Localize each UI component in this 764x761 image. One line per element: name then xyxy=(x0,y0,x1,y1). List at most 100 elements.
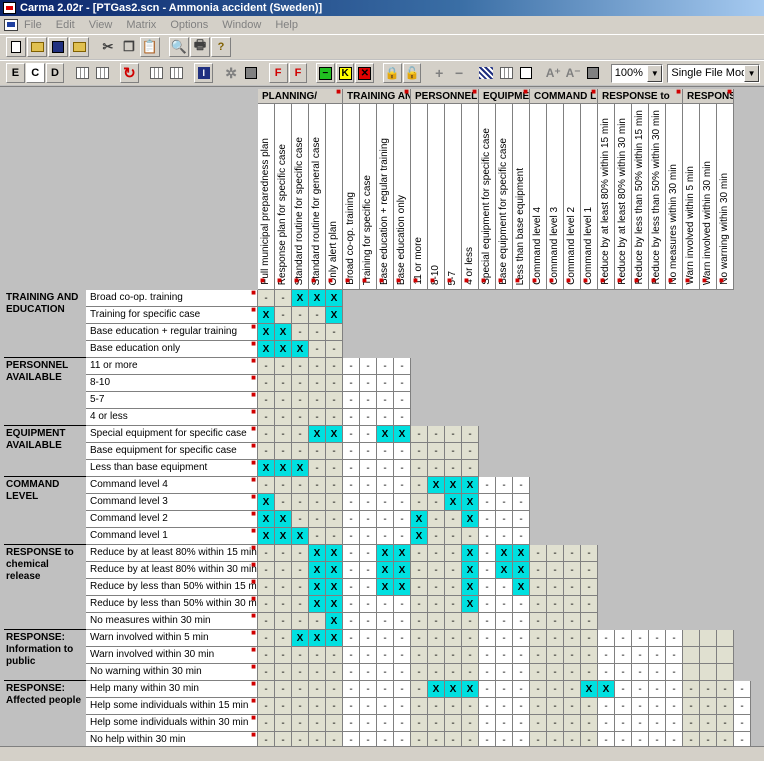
matrix-cell[interactable] xyxy=(615,715,632,732)
matrix-cell[interactable] xyxy=(275,630,292,647)
menu-view[interactable]: View xyxy=(88,19,113,31)
matrix-cell[interactable] xyxy=(275,494,292,511)
matrix-cell[interactable]: X xyxy=(258,341,275,358)
matrix-cell[interactable] xyxy=(547,664,564,681)
matrix-cell[interactable] xyxy=(564,647,581,664)
pattern-button[interactable] xyxy=(476,63,496,83)
matrix-cell[interactable] xyxy=(309,511,326,528)
green-button[interactable]: − xyxy=(315,63,335,83)
matrix-cell[interactable] xyxy=(445,613,462,630)
column-header[interactable]: Reduce by at least 80% within 15 min ■ xyxy=(598,104,615,290)
matrix-cell[interactable] xyxy=(547,681,564,698)
matrix-cell[interactable] xyxy=(445,579,462,596)
column-header[interactable]: Command level 3 ■ xyxy=(547,104,564,290)
matrix-cell[interactable] xyxy=(309,494,326,511)
matrix-cell[interactable] xyxy=(479,596,496,613)
grid-button-3[interactable] xyxy=(147,63,167,83)
matrix-cell[interactable] xyxy=(479,511,496,528)
matrix-cell[interactable] xyxy=(377,596,394,613)
column-header[interactable]: No measures within 30 min ■ xyxy=(666,104,683,290)
matrix-cell[interactable]: X xyxy=(462,562,479,579)
matrix-cell[interactable] xyxy=(258,477,275,494)
column-header[interactable]: Command level 2 ■ xyxy=(564,104,581,290)
matrix-cell[interactable] xyxy=(258,579,275,596)
matrix-cell[interactable] xyxy=(275,443,292,460)
zoom-select[interactable]: 100% ▼ xyxy=(610,63,664,83)
matrix-cell[interactable] xyxy=(258,613,275,630)
matrix-cell[interactable] xyxy=(275,681,292,698)
matrix-cell[interactable] xyxy=(360,511,377,528)
matrix-cell[interactable] xyxy=(343,630,360,647)
row-label[interactable]: Command level 4 ■ xyxy=(86,477,258,494)
matrix-cell[interactable] xyxy=(394,528,411,545)
row-label[interactable]: Help many within 30 min ■ xyxy=(86,681,258,698)
matrix-cell[interactable]: X xyxy=(462,579,479,596)
matrix-cell[interactable] xyxy=(564,613,581,630)
matrix-cell[interactable]: X xyxy=(377,579,394,596)
row-label[interactable]: Reduce by less than 50% within 15 min ■ xyxy=(86,579,258,596)
matrix-cell[interactable]: X xyxy=(394,579,411,596)
matrix-cell[interactable] xyxy=(258,358,275,375)
menu-matrix[interactable]: Matrix xyxy=(126,19,157,31)
matrix-cell[interactable]: X xyxy=(309,426,326,443)
matrix-cell[interactable] xyxy=(326,664,343,681)
row-label[interactable]: Reduce by at least 80% within 15 min ■ xyxy=(86,545,258,562)
matrix-cell[interactable] xyxy=(377,698,394,715)
matrix-cell[interactable] xyxy=(428,596,445,613)
column-header[interactable]: Less than base equipment ■ xyxy=(513,104,530,290)
matrix-cell[interactable] xyxy=(326,681,343,698)
matrix-cell[interactable] xyxy=(411,698,428,715)
matrix-cell[interactable] xyxy=(428,511,445,528)
matrix-cell[interactable] xyxy=(360,647,377,664)
print-preview-button[interactable]: 🔍 xyxy=(169,37,189,57)
column-header[interactable]: Reduce by at least 80% within 30 min ■ xyxy=(615,104,632,290)
matrix-cell[interactable] xyxy=(513,715,530,732)
matrix-cell[interactable] xyxy=(462,647,479,664)
matrix-cell[interactable] xyxy=(292,664,309,681)
matrix-cell[interactable] xyxy=(615,647,632,664)
column-header[interactable]: Response plan for specific case ■ xyxy=(275,104,292,290)
matrix-cell[interactable] xyxy=(326,460,343,477)
matrix-cell[interactable] xyxy=(258,290,275,307)
column-group-header[interactable]: COMMAND L ■ xyxy=(530,89,598,104)
matrix-cell[interactable]: X xyxy=(462,477,479,494)
matrix-cell[interactable] xyxy=(309,307,326,324)
matrix-cell[interactable] xyxy=(275,409,292,426)
gray-box-button[interactable] xyxy=(583,63,603,83)
matrix-cell[interactable] xyxy=(445,545,462,562)
matrix-cell[interactable] xyxy=(309,409,326,426)
matrix-cell[interactable]: X xyxy=(411,511,428,528)
matrix-cell[interactable] xyxy=(530,596,547,613)
matrix-cell[interactable] xyxy=(326,528,343,545)
menu-window[interactable]: Window xyxy=(222,19,262,31)
matrix-cell[interactable] xyxy=(309,715,326,732)
matrix-cell[interactable] xyxy=(598,630,615,647)
grid-button-2[interactable] xyxy=(92,63,112,83)
matrix-cell[interactable] xyxy=(513,647,530,664)
matrix-cell[interactable] xyxy=(462,613,479,630)
matrix-cell[interactable] xyxy=(292,698,309,715)
matrix-cell[interactable] xyxy=(343,613,360,630)
asterisk-button[interactable]: ✲ xyxy=(221,63,241,83)
matrix-cell[interactable] xyxy=(275,392,292,409)
matrix-cell[interactable] xyxy=(394,494,411,511)
matrix-cell[interactable] xyxy=(360,698,377,715)
matrix-cell[interactable] xyxy=(343,443,360,460)
matrix-cell[interactable] xyxy=(343,545,360,562)
print-button[interactable]: 🖶 xyxy=(190,37,210,57)
matrix-cell[interactable] xyxy=(581,579,598,596)
matrix-cell[interactable] xyxy=(292,375,309,392)
cut-button[interactable]: ✂ xyxy=(98,37,118,57)
matrix-cell[interactable] xyxy=(394,477,411,494)
column-header[interactable]: Full municipal preparedness plan ■ xyxy=(258,104,275,290)
matrix-cell[interactable] xyxy=(292,409,309,426)
matrix-cell[interactable] xyxy=(258,715,275,732)
matrix-cell[interactable] xyxy=(496,664,513,681)
square-button[interactable] xyxy=(241,63,261,83)
matrix-cell[interactable] xyxy=(445,426,462,443)
matrix-cell[interactable] xyxy=(326,698,343,715)
row-label[interactable]: Reduce by less than 50% within 30 min ■ xyxy=(86,596,258,613)
row-label[interactable]: Help some individuals within 30 min ■ xyxy=(86,715,258,732)
matrix-cell[interactable] xyxy=(394,715,411,732)
matrix-cell[interactable] xyxy=(292,647,309,664)
